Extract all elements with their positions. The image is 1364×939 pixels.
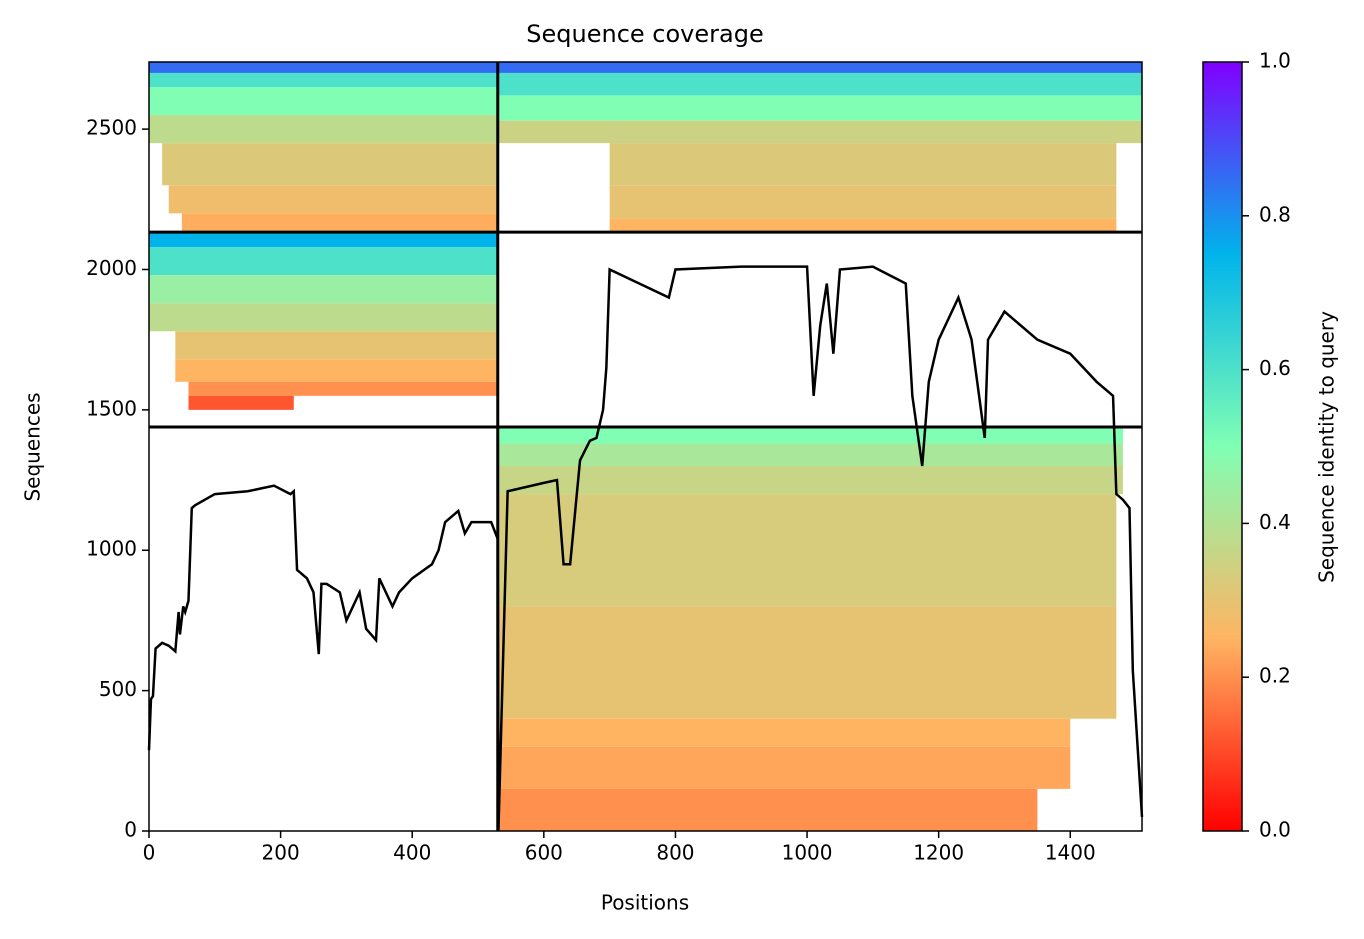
coverage-cell — [149, 303, 498, 332]
x-axis-label: Positions — [601, 891, 689, 915]
x-tick-label: 0 — [143, 841, 156, 865]
x-tick-label: 1200 — [913, 841, 964, 865]
colorbar — [1202, 61, 1243, 832]
coverage-cell — [497, 466, 1123, 495]
x-tick-label: 1000 — [782, 841, 833, 865]
colorbar-label: Sequence identity to query — [1315, 311, 1339, 583]
coverage-cell — [497, 718, 1071, 747]
y-tick-label: 500 — [99, 677, 137, 701]
coverage-cell — [149, 86, 498, 116]
colorbar-tick-label: 1.0 — [1259, 49, 1291, 73]
y-tick-label: 0 — [124, 818, 137, 842]
coverage-cell — [497, 426, 1123, 444]
coverage-cell — [168, 185, 498, 214]
coverage-cell — [609, 185, 1117, 219]
coverage-cell — [149, 247, 498, 276]
coverage-cell — [609, 218, 1117, 233]
coverage-cell — [497, 120, 1142, 144]
y-tick-label: 2000 — [86, 256, 137, 280]
coverage-cell — [149, 115, 498, 144]
x-tick-label: 600 — [525, 841, 563, 865]
x-tick-label: 200 — [262, 841, 300, 865]
coverage-cell — [497, 746, 1071, 789]
y-tick-label: 2500 — [86, 116, 137, 140]
x-tick-label: 1400 — [1045, 841, 1096, 865]
coverage-cell — [149, 275, 498, 304]
coverage-cell — [149, 72, 498, 87]
coverage-cell — [181, 213, 498, 233]
coverage-cell — [497, 62, 1142, 73]
colorbar-tick-label: 0.0 — [1259, 818, 1291, 842]
coverage-cell — [497, 788, 1038, 831]
coverage-cell — [609, 143, 1117, 186]
coverage-cell — [497, 606, 1117, 719]
colorbar-tick-label: 0.2 — [1259, 664, 1291, 688]
coverage-cell — [497, 95, 1142, 121]
x-tick-label: 800 — [656, 841, 694, 865]
colorbar-tick-label: 0.4 — [1259, 510, 1291, 534]
coverage-cell — [149, 232, 498, 248]
chart-title: Sequence coverage — [526, 20, 763, 48]
coverage-cell — [149, 62, 498, 73]
y-axis-label: Sequences — [21, 392, 45, 501]
y-tick-label: 1000 — [86, 537, 137, 561]
coverage-cell — [175, 359, 498, 382]
plot-frame — [148, 61, 1143, 832]
colorbar-tick-label: 0.6 — [1259, 356, 1291, 380]
x-tick-label: 400 — [393, 841, 431, 865]
coverage-cell — [497, 72, 1142, 96]
coverage-cell — [175, 331, 498, 360]
coverage-cell — [162, 143, 498, 186]
coverage-cell — [188, 381, 498, 396]
colorbar-tick-label: 0.8 — [1259, 202, 1291, 226]
coverage-cell — [188, 395, 294, 410]
y-tick-label: 1500 — [86, 396, 137, 420]
coverage-cell — [497, 494, 1117, 607]
coverage-cell — [497, 443, 1123, 467]
